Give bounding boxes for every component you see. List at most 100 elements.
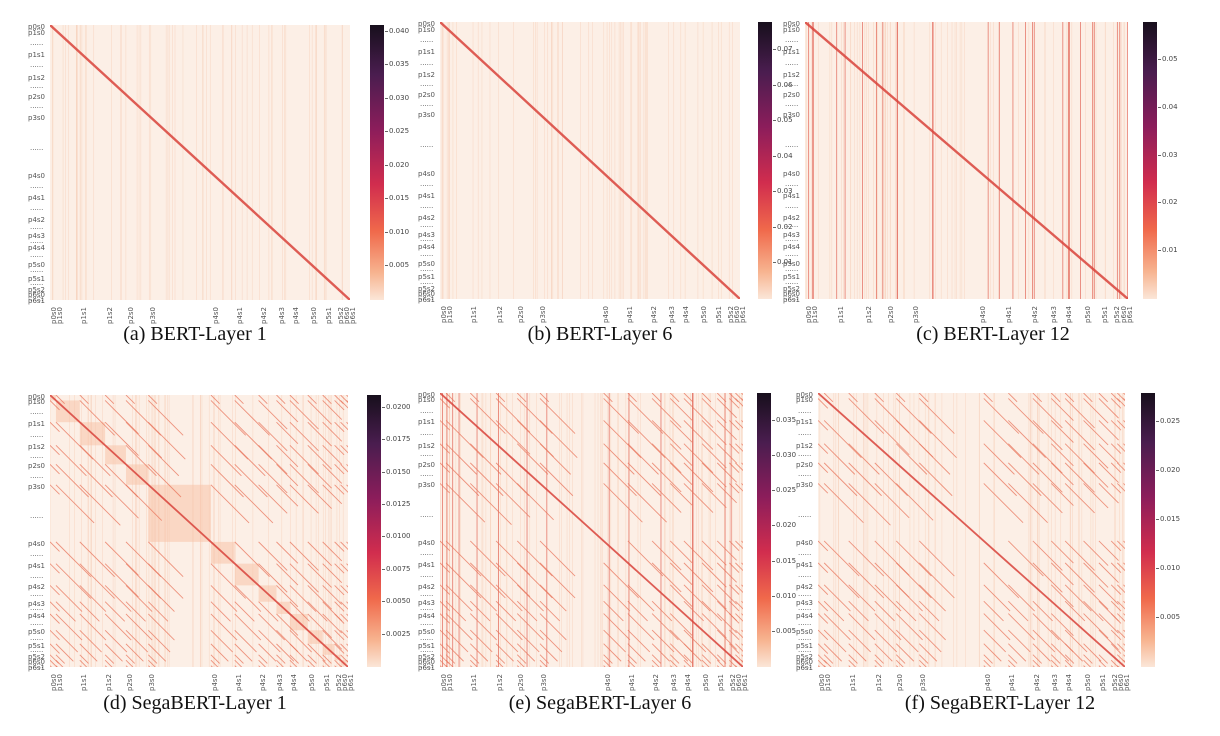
y-tick-label: p1s0 xyxy=(783,25,800,34)
y-separator: ...... xyxy=(785,100,799,109)
segment-diagonal xyxy=(307,563,332,588)
segment-diagonal xyxy=(495,643,514,662)
y-separator: ...... xyxy=(785,201,799,210)
y-separator: ...... xyxy=(420,35,434,44)
colorbar xyxy=(1143,22,1157,299)
segment-diagonal xyxy=(440,665,443,667)
x-tick-label: p3s0 xyxy=(911,306,920,323)
segment-diagonal xyxy=(234,585,262,612)
y-tick-label: p4s1 xyxy=(28,193,45,202)
segment-diagonal xyxy=(1032,613,1060,641)
segment-diagonal xyxy=(289,643,308,662)
y-separator: ...... xyxy=(785,265,799,274)
x-tick-label: p4s0 xyxy=(979,306,988,323)
segment-diagonal xyxy=(729,398,740,409)
segment-diagonal xyxy=(340,541,348,550)
y-separator: ...... xyxy=(420,141,434,150)
segment-diagonal xyxy=(440,562,451,573)
segment-diagonal xyxy=(1098,629,1119,650)
y-tick-label: p6s1 xyxy=(796,663,813,672)
segment-diagonal xyxy=(1064,540,1095,571)
segment-diagonal xyxy=(322,421,343,442)
segment-diagonal xyxy=(50,613,60,624)
segment-diagonal xyxy=(627,398,664,434)
segment-diagonal xyxy=(1064,462,1095,493)
y-separator: ...... xyxy=(30,278,44,287)
x-tick-label: p3s0 xyxy=(149,307,157,324)
segment-diagonal xyxy=(716,420,737,441)
segment-diagonal xyxy=(729,600,740,612)
segment-diagonal xyxy=(334,563,345,574)
y-tick-label: p1s2 xyxy=(418,441,435,450)
y-separator: ...... xyxy=(30,571,44,580)
segment-diagonal xyxy=(735,613,743,622)
y-separator: ...... xyxy=(798,450,812,459)
colorbar-tick: 0.0200 xyxy=(382,402,411,411)
segment-diagonal xyxy=(818,584,829,595)
y-tick-label: p5s1 xyxy=(796,641,813,650)
segment-diagonal xyxy=(1123,643,1125,646)
panel-caption: (c) BERT-Layer 12 xyxy=(916,323,1070,345)
segment-diagonal xyxy=(469,483,512,525)
y-separator: ...... xyxy=(30,408,44,417)
y-tick-label: p6s0 xyxy=(418,658,435,667)
x-tick-label: p3s0 xyxy=(539,306,547,323)
segment-diagonal xyxy=(603,562,640,599)
y-tick-label: p0s0 xyxy=(418,20,435,28)
segment-diagonal xyxy=(1008,540,1044,577)
segment-diagonal xyxy=(234,484,274,524)
y-tick-label: p3s0 xyxy=(783,111,800,120)
y-separator: ...... xyxy=(420,201,434,210)
segment-diagonal xyxy=(104,613,132,641)
segment-diagonal xyxy=(346,541,348,545)
segment-diagonal xyxy=(289,541,319,571)
x-tick-label: p4s1 xyxy=(234,674,243,691)
segment-diagonal xyxy=(469,393,480,403)
segment-diagonal xyxy=(823,654,834,664)
x-tick-label: p1s2 xyxy=(105,307,114,324)
colorbar-tick: 0.025 xyxy=(1155,417,1181,426)
segment-diagonal xyxy=(895,398,932,434)
colorbar-tick: 0.015 xyxy=(771,556,797,565)
segment-diagonal xyxy=(322,629,343,650)
segment-diagonal xyxy=(651,443,682,474)
segment-diagonal xyxy=(716,629,737,650)
y-separator: ...... xyxy=(30,618,44,627)
x-tick-label: p4s4 xyxy=(291,307,300,324)
y-tick-label: p1s1 xyxy=(28,420,45,429)
segment-diagonal xyxy=(918,398,955,434)
segment-diagonal xyxy=(334,629,345,641)
main-diagonal xyxy=(440,22,740,299)
segment-diagonal xyxy=(683,398,714,428)
segment-diagonal xyxy=(1110,584,1122,595)
segment-diagonal xyxy=(440,462,451,473)
segment-diagonal xyxy=(895,629,919,653)
x-tick-label: p5s1 xyxy=(1100,306,1109,323)
segment-diagonal xyxy=(823,443,856,475)
x-tick-label: p4s2 xyxy=(650,306,658,323)
heatmap-svg xyxy=(50,395,348,667)
segment-diagonal xyxy=(701,420,727,445)
segment-diagonal xyxy=(735,483,743,492)
segment-diagonal xyxy=(104,643,123,662)
segment-diagonal xyxy=(729,420,740,431)
y-separator: ...... xyxy=(798,662,812,671)
segment-diagonal xyxy=(445,643,464,662)
segment-diagonal xyxy=(627,540,664,577)
segment-diagonal xyxy=(741,654,743,657)
x-tick-label: p1s1 xyxy=(470,306,478,323)
segment-diagonal xyxy=(334,464,345,475)
segment-diagonal xyxy=(50,484,60,495)
segment-diagonal xyxy=(79,563,115,599)
colorbar-tick: 0.010 xyxy=(384,227,410,236)
segment-diagonal xyxy=(258,563,288,593)
segment-diagonal xyxy=(445,629,469,653)
segment-diagonal xyxy=(983,462,1017,497)
colorbar-tick: 0.0100 xyxy=(382,532,411,541)
y-tick-label: p5s1 xyxy=(418,273,435,282)
y-separator: ...... xyxy=(798,549,812,558)
y-separator: ...... xyxy=(420,653,434,662)
segment-diagonal xyxy=(729,665,732,667)
segment-diagonal xyxy=(741,393,743,396)
segment-diagonal xyxy=(983,393,993,403)
